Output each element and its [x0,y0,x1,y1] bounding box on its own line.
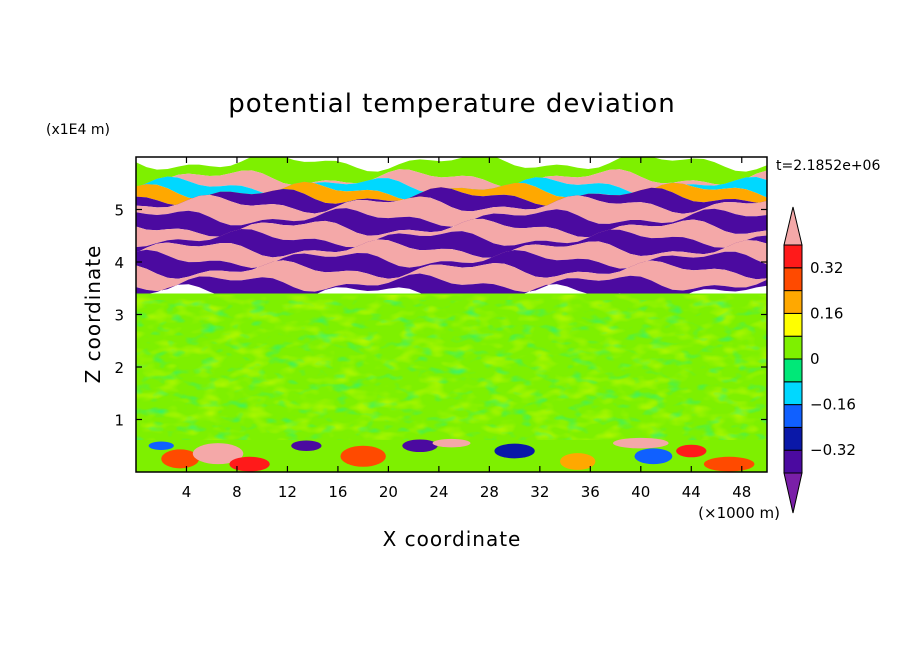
colorbar-label: 0.16 [810,304,843,322]
contour-blob [161,449,200,469]
contour-layer [136,218,767,248]
x-tick-label: 36 [581,483,600,501]
contour-blob [192,443,244,465]
contour-layer [136,239,767,269]
x-tick-label: 48 [732,483,751,501]
colorbar-label: 0 [810,350,820,368]
colorbar-bin [783,335,803,360]
x-axis-label: X coordinate [383,527,522,551]
y-unit-label: (x1E4 m) [46,122,110,138]
colorbar-bin [783,267,803,292]
x-tick-label: 44 [682,483,701,501]
contour-layer [136,260,767,293]
colorbar-label: 0.32 [810,259,843,277]
contour-blob [402,439,438,453]
y-tick-label: 1 [114,412,124,430]
colorbar-bin [783,426,803,451]
x-tick-label: 28 [480,483,499,501]
colorbar-bin [783,290,803,314]
colorbar: 0.32 0.16 0 −0.16 −0.32 [783,206,856,514]
x-tick-label: 8 [232,483,242,501]
colorbar-label: −0.16 [810,396,856,414]
colorbar-bin [783,244,803,269]
contour-blob [291,440,322,451]
contour-layer [136,181,767,206]
y-axis: 1 2 3 4 5 [114,202,767,430]
x-tick-label: 20 [379,483,398,501]
plot-area [136,157,767,472]
y-tick-label: 5 [114,202,124,220]
contour-layer [136,187,767,214]
colorbar-extend-bottom [783,472,803,514]
contour-blob [703,456,755,472]
colorbar-label: −0.32 [810,441,856,459]
colorbar-bin [783,312,803,337]
colorbar-bin [783,381,803,406]
colorbar-extend-top [783,206,803,246]
contour-blob [340,445,386,467]
x-tick-label: 32 [530,483,549,501]
x-tick-label: 4 [182,483,192,501]
y-tick-label: 4 [114,254,124,272]
contour-blob [676,444,707,458]
time-label: t=2.1852e+06 [776,158,880,174]
contour-layer [136,194,767,227]
contour-blob [560,453,596,470]
y-axis-label: Z coordinate [81,245,105,384]
x-tick-label: 24 [429,483,448,501]
colorbar-bin [783,358,803,383]
contour-blob [432,438,471,448]
x-tick-label: 40 [631,483,650,501]
contour-blob [229,456,270,472]
colorbar-bin [783,449,803,474]
contour-layer [136,229,767,258]
y-tick-label: 2 [114,359,124,377]
contour-blob [613,437,669,449]
colorbar-bin [783,404,803,428]
x-tick-label: 16 [328,483,347,501]
mid-noise-2 [136,300,767,440]
contour-blob [634,448,673,465]
contour-layer [136,157,767,188]
x-unit-label: (×1000 m) [698,504,780,522]
contour-blob [148,441,174,450]
x-axis: 4 8 12 16 20 24 28 32 36 40 44 48 [182,157,751,501]
x-tick-label: 12 [278,483,297,501]
contour-layer [136,249,767,280]
contour-blob [494,443,535,459]
chart-title: potential temperature deviation [228,89,675,119]
y-tick-label: 3 [114,307,124,325]
